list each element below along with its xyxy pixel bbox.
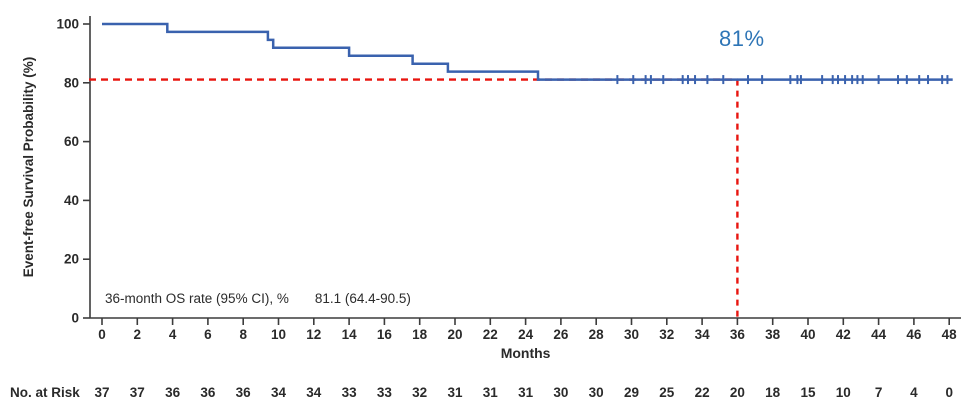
y-tick-label: 0 bbox=[71, 311, 79, 326]
risk-value: 31 bbox=[518, 385, 534, 400]
x-tick-label: 42 bbox=[836, 327, 851, 342]
risk-value: 29 bbox=[624, 385, 639, 400]
x-tick-label: 0 bbox=[98, 327, 106, 342]
x-tick-label: 34 bbox=[695, 327, 711, 342]
x-tick-label: 28 bbox=[589, 327, 605, 342]
x-tick-label: 40 bbox=[800, 327, 815, 342]
y-tick-label: 40 bbox=[64, 193, 79, 208]
risk-value: 33 bbox=[377, 385, 393, 400]
risk-value: 15 bbox=[800, 385, 816, 400]
risk-value: 32 bbox=[412, 385, 427, 400]
risk-value: 30 bbox=[589, 385, 604, 400]
os-rate-stats-label: 36-month OS rate (95% CI), % bbox=[105, 291, 289, 306]
risk-value: 22 bbox=[695, 385, 710, 400]
x-tick-label: 2 bbox=[134, 327, 142, 342]
x-tick-label: 44 bbox=[871, 327, 887, 342]
os-rate-stats-value: 81.1 (64.4-90.5) bbox=[314, 291, 411, 306]
x-tick-label: 18 bbox=[412, 327, 428, 342]
risk-value: 10 bbox=[836, 385, 851, 400]
risk-value: 4 bbox=[910, 385, 918, 400]
x-tick-label: 38 bbox=[765, 327, 781, 342]
risk-value: 18 bbox=[765, 385, 781, 400]
risk-value: 30 bbox=[553, 385, 568, 400]
x-tick-label: 22 bbox=[483, 327, 498, 342]
risk-value: 20 bbox=[730, 385, 745, 400]
x-tick-label: 24 bbox=[518, 327, 534, 342]
x-axis-label: Months bbox=[501, 345, 551, 361]
risk-value: 33 bbox=[342, 385, 358, 400]
y-tick-label: 60 bbox=[64, 134, 79, 149]
x-tick-label: 30 bbox=[624, 327, 639, 342]
risk-value: 7 bbox=[875, 385, 883, 400]
y-tick-label: 100 bbox=[56, 17, 79, 32]
risk-value: 31 bbox=[483, 385, 499, 400]
x-tick-label: 12 bbox=[306, 327, 321, 342]
risk-value: 36 bbox=[236, 385, 252, 400]
x-tick-label: 4 bbox=[169, 327, 177, 342]
risk-value: 31 bbox=[447, 385, 463, 400]
risk-value: 0 bbox=[945, 385, 953, 400]
annotation-81-percent: 81% bbox=[719, 26, 765, 51]
km-curve bbox=[102, 22, 953, 81]
x-tick-label: 20 bbox=[447, 327, 462, 342]
risk-table-label: No. at Risk bbox=[10, 385, 80, 400]
x-tick-label: 32 bbox=[659, 327, 674, 342]
x-tick-label: 26 bbox=[553, 327, 569, 342]
risk-value: 36 bbox=[165, 385, 181, 400]
risk-value: 34 bbox=[271, 385, 287, 400]
x-tick-label: 46 bbox=[906, 327, 922, 342]
risk-value: 37 bbox=[130, 385, 145, 400]
x-tick-label: 10 bbox=[271, 327, 286, 342]
x-tick-label: 6 bbox=[204, 327, 212, 342]
risk-value: 36 bbox=[200, 385, 216, 400]
risk-value: 37 bbox=[94, 385, 109, 400]
x-tick-label: 36 bbox=[730, 327, 746, 342]
risk-value: 25 bbox=[659, 385, 675, 400]
y-axis-label: Event-free Survival Probability (%) bbox=[21, 57, 36, 278]
x-tick-label: 48 bbox=[942, 327, 958, 342]
risk-value: 34 bbox=[306, 385, 322, 400]
x-tick-label: 8 bbox=[239, 327, 247, 342]
x-tick-label: 14 bbox=[342, 327, 358, 342]
y-tick-label: 80 bbox=[64, 75, 79, 90]
x-tick-label: 16 bbox=[377, 327, 393, 342]
os-rate-stats-line: 36-month OS rate (95% CI), % 81.1 (64.4-9… bbox=[105, 291, 411, 306]
y-tick-label: 20 bbox=[64, 252, 79, 267]
